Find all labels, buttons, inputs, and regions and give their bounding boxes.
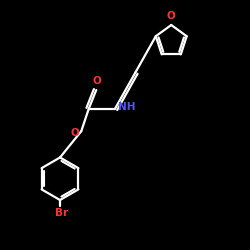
Text: O: O [71, 128, 80, 138]
Text: Br: Br [55, 208, 68, 218]
Text: O: O [92, 76, 101, 86]
Text: NH: NH [118, 102, 136, 113]
Text: O: O [167, 10, 175, 20]
